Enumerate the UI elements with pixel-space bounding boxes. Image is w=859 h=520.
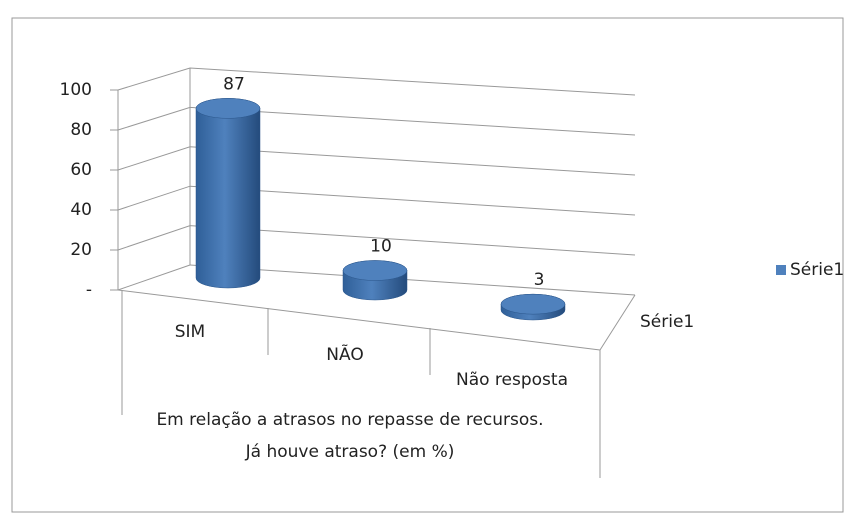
grid-line [117, 106, 636, 136]
data-label: 87 [223, 74, 245, 94]
x-tick-label: Não resposta [456, 370, 568, 390]
depth-axis-label: Série1 [640, 312, 694, 332]
y-tick-label: 100 [60, 80, 92, 100]
bar-top [195, 98, 261, 119]
data-label: 10 [370, 237, 392, 257]
legend-swatch [776, 265, 786, 275]
y-tick-label: 20 [70, 240, 92, 260]
data-label: 3 [534, 270, 545, 290]
grid-line [117, 67, 636, 96]
legend-label: Série1 [790, 260, 844, 280]
axes-frame [117, 68, 636, 478]
bar-top [342, 260, 408, 281]
grid-line [117, 185, 636, 216]
y-tick-label: 40 [70, 200, 92, 220]
y-tick-label: 60 [70, 160, 92, 180]
grid-line [117, 225, 636, 256]
x-tick-label: NÃO [326, 343, 363, 365]
x-axis-title: Em relação a atrasos no repasse de recur… [156, 410, 544, 462]
x-tick-label: SIM [175, 322, 205, 342]
bar [195, 98, 261, 289]
y-tick-label: - [86, 280, 92, 300]
chart-border [11, 17, 844, 513]
y-tick-label: 80 [70, 120, 92, 140]
grid-line [117, 146, 636, 176]
bar-top [500, 293, 566, 315]
